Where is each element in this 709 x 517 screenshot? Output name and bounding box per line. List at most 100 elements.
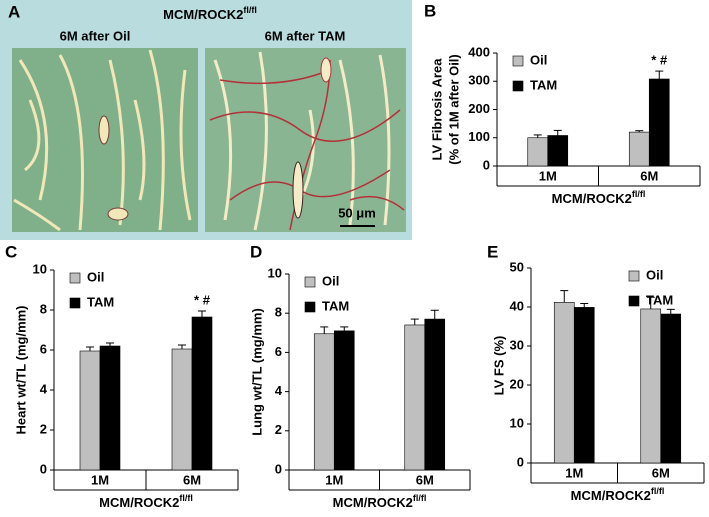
legend-label: Oil: [87, 269, 104, 284]
x-tick-label: 6M: [416, 472, 434, 487]
y-tick-label: 10: [33, 261, 47, 276]
group-label-text: MCM/ROCK2: [99, 495, 179, 510]
legend-swatch: [628, 270, 640, 282]
legend-label: Oil: [530, 52, 547, 67]
y-tick-label: 4: [275, 383, 283, 398]
group-label-sup: fl/fl: [179, 493, 193, 503]
vessel: [107, 207, 129, 221]
group-label: MCM/ROCK2fl/fl: [333, 493, 427, 510]
legend-swatch: [512, 55, 524, 67]
y-tick-label: 30: [510, 337, 524, 352]
histology-oil-texture: [13, 49, 192, 232]
y-tick-label: 300: [468, 73, 490, 88]
bar: [553, 302, 575, 464]
y-tick-label: 0: [40, 461, 47, 476]
x-tick-label: 6M: [652, 465, 670, 480]
legend-swatch: [69, 272, 81, 284]
bar: [640, 308, 662, 464]
y-axis-label: (% of 1M after Oil): [446, 54, 461, 165]
vessel: [292, 161, 304, 219]
bar: [424, 318, 446, 471]
vessel: [320, 57, 332, 83]
legend-swatch: [69, 297, 81, 309]
legend-swatch: [304, 276, 316, 288]
group-label: MCM/ROCK2fl/fl: [99, 493, 193, 510]
group-label-sup: fl/fl: [651, 486, 665, 496]
y-tick-label: 2: [40, 421, 47, 436]
y-tick-label: 0: [517, 454, 524, 469]
group-label-text: MCM/ROCK2: [333, 495, 413, 510]
bar: [527, 137, 549, 167]
annotation: * #: [194, 292, 211, 307]
y-tick-label: 6: [40, 341, 47, 356]
legend-swatch: [304, 301, 316, 313]
panel-letter: E: [487, 242, 498, 261]
y-tick-label: 400: [468, 44, 490, 59]
histology-tam-texture: [213, 51, 391, 231]
y-tick-label: 100: [468, 129, 490, 144]
legend-label: TAM: [530, 77, 557, 92]
y-axis-label: LV Fibrosis Area: [429, 58, 444, 161]
y-tick-label: 200: [468, 101, 490, 116]
legend-label: TAM: [87, 294, 114, 309]
legend-swatch: [628, 295, 640, 307]
bar: [404, 324, 426, 471]
panel-letter: B: [424, 1, 436, 20]
annotation: * #: [651, 53, 668, 68]
y-axis-label: LV FS (%): [491, 336, 506, 396]
group-label-sup: fl/fl: [413, 493, 427, 503]
legend-label: Oil: [322, 273, 339, 288]
y-axis-label: Heart wt/TL (mg/mm): [13, 305, 28, 434]
x-tick-label: 1M: [91, 472, 109, 487]
legend-label: TAM: [322, 298, 349, 313]
y-tick-label: 40: [510, 298, 524, 313]
x-tick-label: 6M: [640, 168, 658, 183]
legend-swatch: [512, 80, 524, 92]
bar: [333, 330, 355, 471]
x-tick-label: 1M: [539, 168, 557, 183]
bar: [547, 135, 569, 167]
panel-letter: C: [5, 242, 17, 261]
bar: [79, 350, 101, 471]
bar: [191, 316, 213, 471]
y-tick-label: 2: [275, 422, 282, 437]
bar: [648, 78, 670, 167]
y-tick-label: 0: [483, 157, 490, 172]
group-label-sup: fl/fl: [243, 5, 257, 15]
y-tick-label: 0: [275, 461, 282, 476]
group-label: MCM/ROCK2fl/fl: [571, 486, 665, 503]
panel-a: A MCM/ROCK2fl/fl 6M after Oil 6M after T…: [0, 0, 412, 240]
panel-letter: D: [250, 242, 262, 261]
bar: [660, 313, 682, 464]
legend-label: TAM: [646, 292, 673, 307]
x-tick-label: 1M: [565, 465, 583, 480]
caption: 6M after Oil: [60, 28, 131, 43]
group-label: MCM/ROCK2fl/fl: [552, 189, 646, 206]
group-label-text: MCM/ROCK2: [571, 488, 651, 503]
bar: [99, 345, 121, 471]
panel-letter: A: [8, 2, 20, 21]
y-tick-label: 10: [268, 265, 282, 280]
caption: 6M after TAM: [265, 28, 346, 43]
panel-a-title: MCM/ROCK2fl/fl: [163, 5, 257, 22]
group-label: MCM/ROCK2: [163, 7, 243, 22]
y-tick-label: 4: [40, 381, 48, 396]
y-tick-label: 6: [275, 344, 282, 359]
x-tick-label: 6M: [183, 472, 201, 487]
group-label-text: MCM/ROCK2: [552, 191, 632, 206]
bar: [313, 333, 335, 471]
y-tick-label: 10: [510, 415, 524, 430]
legend-label: Oil: [646, 267, 663, 282]
scale-bar-label: 50 μm: [338, 205, 376, 220]
histology-tam: [205, 48, 406, 232]
y-tick-label: 8: [275, 305, 282, 320]
group-label-sup: fl/fl: [632, 189, 646, 199]
bar: [573, 307, 595, 464]
y-axis-label: Lung wt/TL (mg/mm): [249, 308, 264, 436]
y-tick-label: 20: [510, 376, 524, 391]
bar: [171, 348, 193, 471]
vessel: [98, 115, 110, 145]
y-tick-label: 50: [510, 259, 524, 274]
